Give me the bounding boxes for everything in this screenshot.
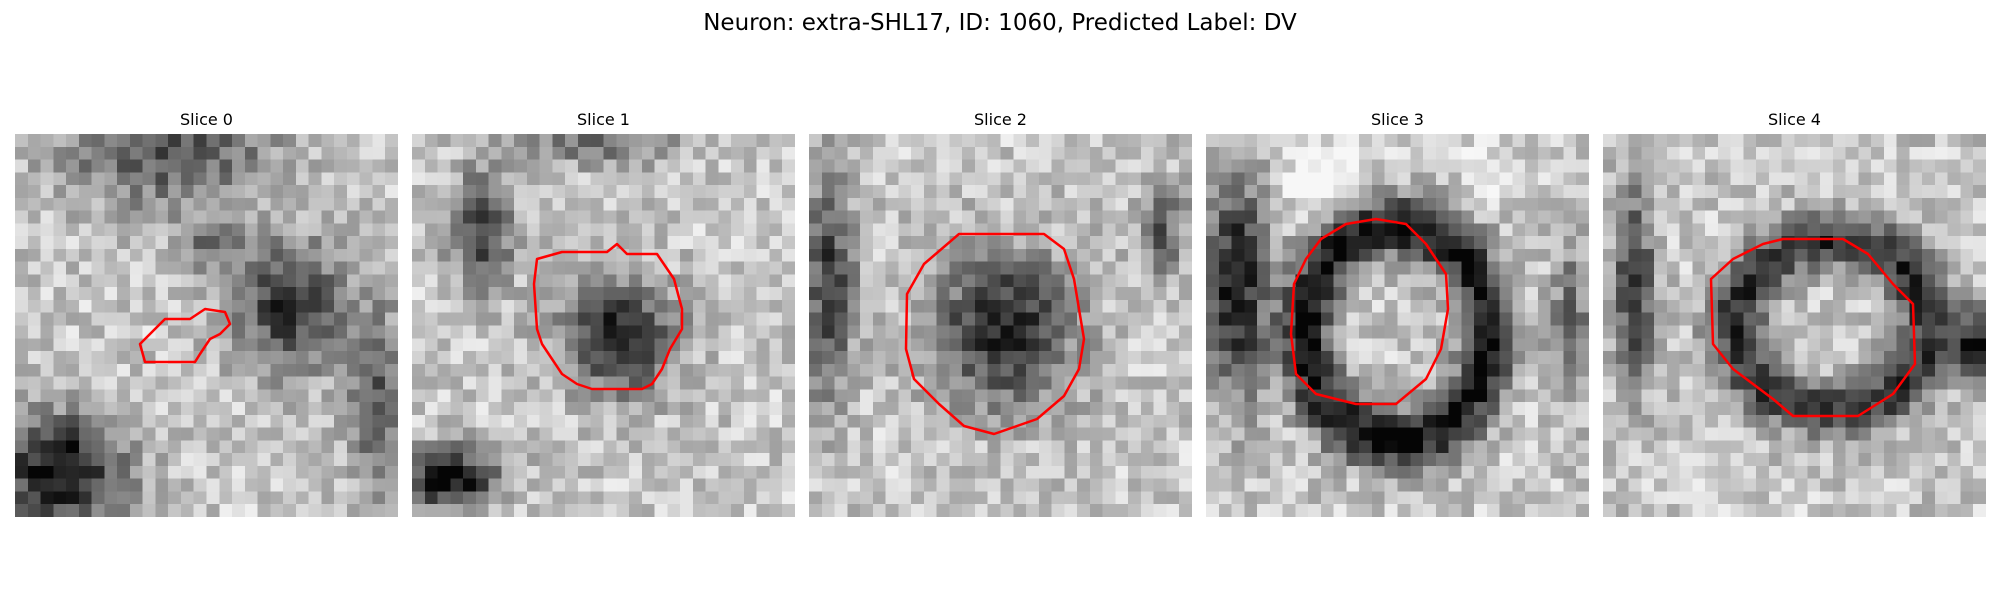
cell-contour — [904, 232, 1086, 436]
slice-image-4 — [1603, 134, 1986, 517]
figure-title: Neuron: extra-SHL17, ID: 1060, Predicted… — [703, 10, 1297, 36]
grayscale-slice — [1603, 134, 1986, 517]
slice-panel-3: Slice 3 — [1206, 110, 1589, 517]
slice-image-0 — [15, 134, 398, 517]
grayscale-slice — [1206, 134, 1589, 517]
cell-contour — [1709, 237, 1917, 418]
slice-image-1 — [412, 134, 795, 517]
slice-panel-1: Slice 1 — [412, 110, 795, 517]
contour-overlay — [532, 242, 684, 391]
contour-overlay — [1709, 237, 1917, 418]
contour-overlay — [138, 307, 232, 364]
contour-overlay — [1289, 217, 1450, 406]
cell-contour — [532, 242, 684, 391]
slice-panel-2: Slice 2 — [809, 110, 1192, 517]
cell-contour — [138, 307, 232, 364]
slice-panel-0: Slice 0 — [15, 110, 398, 517]
slice-title: Slice 2 — [974, 110, 1027, 129]
slice-title: Slice 3 — [1371, 110, 1424, 129]
slice-image-2 — [809, 134, 1192, 517]
slice-title: Slice 4 — [1768, 110, 1821, 129]
contour-overlay — [904, 232, 1086, 436]
grayscale-slice — [15, 134, 398, 517]
slice-title: Slice 1 — [577, 110, 630, 129]
grayscale-slice — [412, 134, 795, 517]
slice-image-3 — [1206, 134, 1589, 517]
slice-title: Slice 0 — [180, 110, 233, 129]
grayscale-slice — [809, 134, 1192, 517]
slice-panel-4: Slice 4 — [1603, 110, 1986, 517]
cell-contour — [1289, 217, 1450, 406]
